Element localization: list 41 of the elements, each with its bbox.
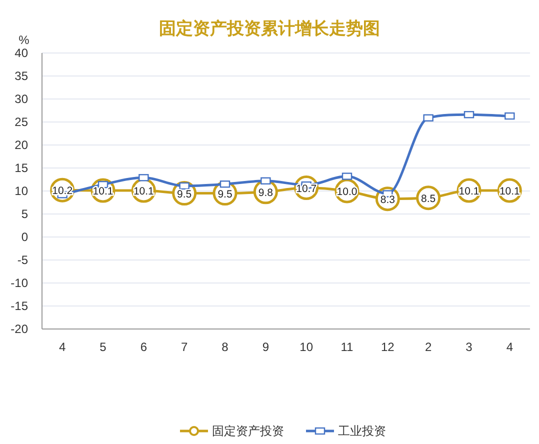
chart-title: 固定资产投资累计增长走势图 <box>159 19 380 38</box>
legend-label: 工业投资 <box>338 424 386 438</box>
point <box>504 112 515 120</box>
x-tick-label: 8 <box>222 340 229 354</box>
x-tick-label: 12 <box>380 340 395 354</box>
x-tick-label: 9 <box>262 340 270 354</box>
y-tick-label: 30 <box>14 92 28 106</box>
x-tick-label: 10 <box>300 340 314 354</box>
y-axis-title: % <box>18 33 30 47</box>
y-tick-label: 5 <box>21 207 28 221</box>
x-tick-label: 4 <box>58 340 66 354</box>
x-tick-label: 3 <box>466 340 473 354</box>
x-tick-label: 7 <box>180 340 188 354</box>
legend-label: 固定资产投资 <box>212 424 284 438</box>
point <box>260 177 271 184</box>
y-tick-label: -10 <box>10 276 28 290</box>
y-tick-label: 15 <box>14 161 28 175</box>
point <box>179 182 190 190</box>
x-tick-label: 6 <box>140 340 148 354</box>
x-tick-label: 5 <box>100 340 107 354</box>
y-tick-label: 40 <box>14 46 28 60</box>
y-tick-label: 0 <box>21 230 28 244</box>
y-tick-label: -5 <box>17 253 28 267</box>
data-label: 10.1 <box>499 186 520 198</box>
point <box>138 174 149 182</box>
y-tick-label: -15 <box>10 299 28 313</box>
data-label: 8.5 <box>421 192 436 205</box>
data-label: 8.3 <box>380 194 396 206</box>
data-label: 10.1 <box>133 186 154 198</box>
data-label: 9.8 <box>258 186 274 199</box>
y-tick-label: 35 <box>14 69 28 83</box>
y-tick-label: 10 <box>14 184 28 198</box>
x-tick-label: 2 <box>424 340 432 354</box>
x-tick-label: 4 <box>506 340 514 354</box>
y-tick-label: 25 <box>14 115 28 129</box>
point <box>423 114 434 122</box>
data-label: 9.5 <box>177 188 192 200</box>
x-tick-label: 11 <box>340 340 354 354</box>
y-tick-label: -20 <box>10 322 28 336</box>
data-label: 9.5 <box>218 188 232 200</box>
y-tick-label: 20 <box>14 138 28 152</box>
